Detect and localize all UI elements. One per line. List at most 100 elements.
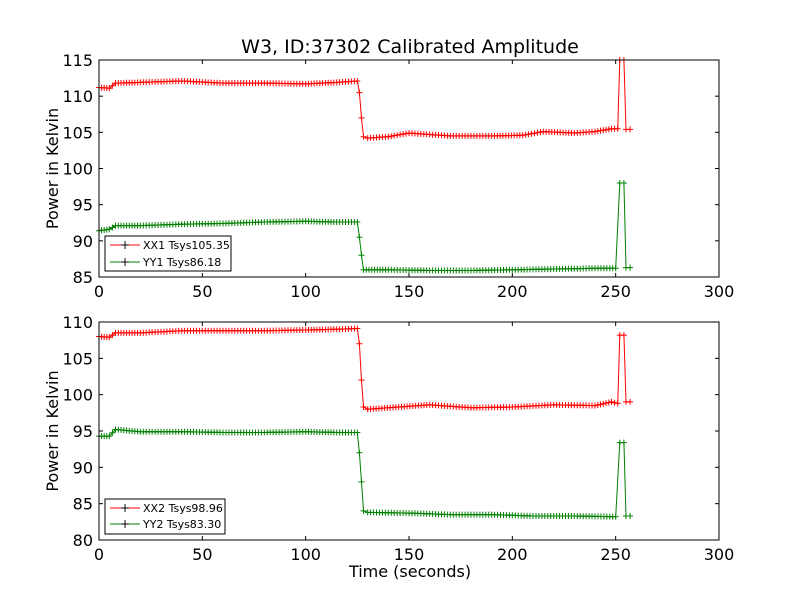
bottom-legend-label-xx2: XX2 Tsys98.96 xyxy=(143,502,223,515)
bottom-series-point xyxy=(106,334,113,341)
top-xtick-labels: 0 50 100 150 200 250 300 xyxy=(94,282,734,301)
top-series-point xyxy=(106,85,113,92)
bottom-ytick-label: 110 xyxy=(62,313,93,332)
bottom-ytick-label: 85 xyxy=(73,495,93,514)
bottom-ytick-label: 90 xyxy=(73,458,93,477)
bottom-series-point xyxy=(627,398,634,405)
top-legend-box xyxy=(104,235,232,272)
top-xtick-label: 300 xyxy=(704,282,735,301)
top-series-point xyxy=(627,264,634,271)
bottom-series-point xyxy=(608,398,615,405)
top-y-axis-label: Power in Kelvin xyxy=(43,108,62,229)
top-ytick-label: 105 xyxy=(62,123,93,142)
top-series-point xyxy=(356,89,363,96)
bottom-series-layer xyxy=(96,325,634,520)
top-xtick-label: 100 xyxy=(290,282,321,301)
bottom-series-point xyxy=(360,404,367,410)
bottom-plot-frame xyxy=(98,321,720,541)
top-xtick-label: 150 xyxy=(394,282,425,301)
chart-title: W3, ID:37302 Calibrated Amplitude xyxy=(241,36,579,58)
top-series-point xyxy=(356,234,363,241)
bottom-series-point xyxy=(360,507,367,514)
bottom-xtick-label: 250 xyxy=(600,545,631,564)
top-xtick-label: 50 xyxy=(192,282,212,301)
top-ytick-label: 100 xyxy=(62,160,93,179)
bottom-series-point xyxy=(109,429,116,436)
bottom-series-point xyxy=(605,399,612,406)
bottom-series-point xyxy=(597,401,604,408)
bottom-series-point xyxy=(600,400,607,407)
top-series-point xyxy=(354,219,361,225)
bottom-series-point xyxy=(106,433,113,440)
bottom-xtick-label: 0 xyxy=(94,545,104,564)
bottom-series-point xyxy=(354,325,361,332)
top-series-point xyxy=(614,125,621,132)
bottom-panel: 0 50 100 150 200 250 300 80 85 90 95 100 105 110 Pow… xyxy=(43,313,734,581)
top-series-point xyxy=(109,224,116,231)
bottom-legend-box xyxy=(104,498,226,535)
bottom-xtick-label: 100 xyxy=(290,545,321,564)
bottom-ytick-labels: 80 85 90 95 100 105 110 xyxy=(62,313,93,550)
top-legend: + XX1 Tsys105.35 + YY1 Tsys86.18 xyxy=(104,235,232,272)
top-ytick-labels: 85 90 95 100 105 110 115 xyxy=(62,51,93,287)
top-ytick-label: 85 xyxy=(73,268,93,287)
top-series-point xyxy=(358,114,365,121)
top-series-point xyxy=(620,180,627,186)
top-xtick-label: 200 xyxy=(497,282,528,301)
top-series-layer xyxy=(96,57,634,274)
top-series-point xyxy=(360,133,367,140)
bottom-series-point xyxy=(594,402,601,408)
bottom-series-point xyxy=(109,332,116,339)
bottom-xtick-label: 150 xyxy=(394,545,425,564)
bottom-y-axis-label: Power in Kelvin xyxy=(43,370,62,491)
bottom-ytick-label: 105 xyxy=(62,349,93,368)
top-panel: 0 50 100 150 200 250 300 85 90 95 100 105 110 115 Po… xyxy=(43,51,734,301)
bottom-ytick-label: 80 xyxy=(73,531,93,550)
bottom-series-point xyxy=(620,332,627,339)
top-xtick-label: 0 xyxy=(94,282,104,301)
top-legend-label-xx1: XX1 Tsys105.35 xyxy=(143,239,230,252)
top-legend-marker-yy1: + xyxy=(120,255,130,269)
top-series-point xyxy=(106,226,113,233)
top-ytick-label: 90 xyxy=(73,232,93,251)
top-series-point xyxy=(627,126,634,133)
top-series-point xyxy=(531,130,538,137)
bottom-series-point xyxy=(627,513,634,519)
bottom-series-point xyxy=(614,400,621,407)
bottom-legend-marker-yy2: + xyxy=(120,517,130,531)
top-legend-label-yy1: YY1 Tsys86.18 xyxy=(142,256,221,269)
bottom-xtick-label: 50 xyxy=(192,545,212,564)
bottom-series-markers-0 xyxy=(96,325,634,413)
bottom-series-point xyxy=(603,400,609,407)
top-series-markers-1 xyxy=(96,180,634,274)
bottom-legend-label-yy2: YY2 Tsys83.30 xyxy=(142,518,221,531)
top-series-point xyxy=(388,133,395,140)
top-series-point xyxy=(358,252,365,259)
x-axis-label: Time (seconds) xyxy=(348,562,471,581)
bottom-series-point xyxy=(356,449,363,456)
bottom-series-point xyxy=(611,399,618,406)
bottom-series-point xyxy=(592,402,598,409)
bottom-ytick-label: 100 xyxy=(62,386,93,405)
bottom-legend: + XX2 Tsys98.96 + YY2 Tsys83.30 xyxy=(104,498,226,535)
top-ytick-label: 110 xyxy=(62,87,93,106)
bottom-series-point xyxy=(354,429,361,436)
top-series-point xyxy=(354,78,361,84)
top-series-point xyxy=(109,82,116,89)
top-ytick-label: 115 xyxy=(62,51,93,70)
bottom-series-point xyxy=(612,513,619,520)
top-series-point xyxy=(612,265,619,272)
bottom-ytick-label: 95 xyxy=(73,422,93,441)
bottom-series-point xyxy=(358,478,365,485)
bottom-series-point xyxy=(358,377,365,384)
bottom-xtick-labels: 0 50 100 150 200 250 300 xyxy=(94,545,734,564)
bottom-legend-marker-xx2: + xyxy=(120,501,130,515)
top-ytick-label: 95 xyxy=(73,196,93,215)
top-legend-marker-xx1: + xyxy=(120,238,130,252)
bottom-xtick-label: 200 xyxy=(497,545,528,564)
top-xtick-label: 250 xyxy=(600,282,631,301)
top-series-markers-0 xyxy=(96,57,634,142)
top-plot-frame xyxy=(98,59,720,278)
bottom-xtick-label: 300 xyxy=(704,545,735,564)
